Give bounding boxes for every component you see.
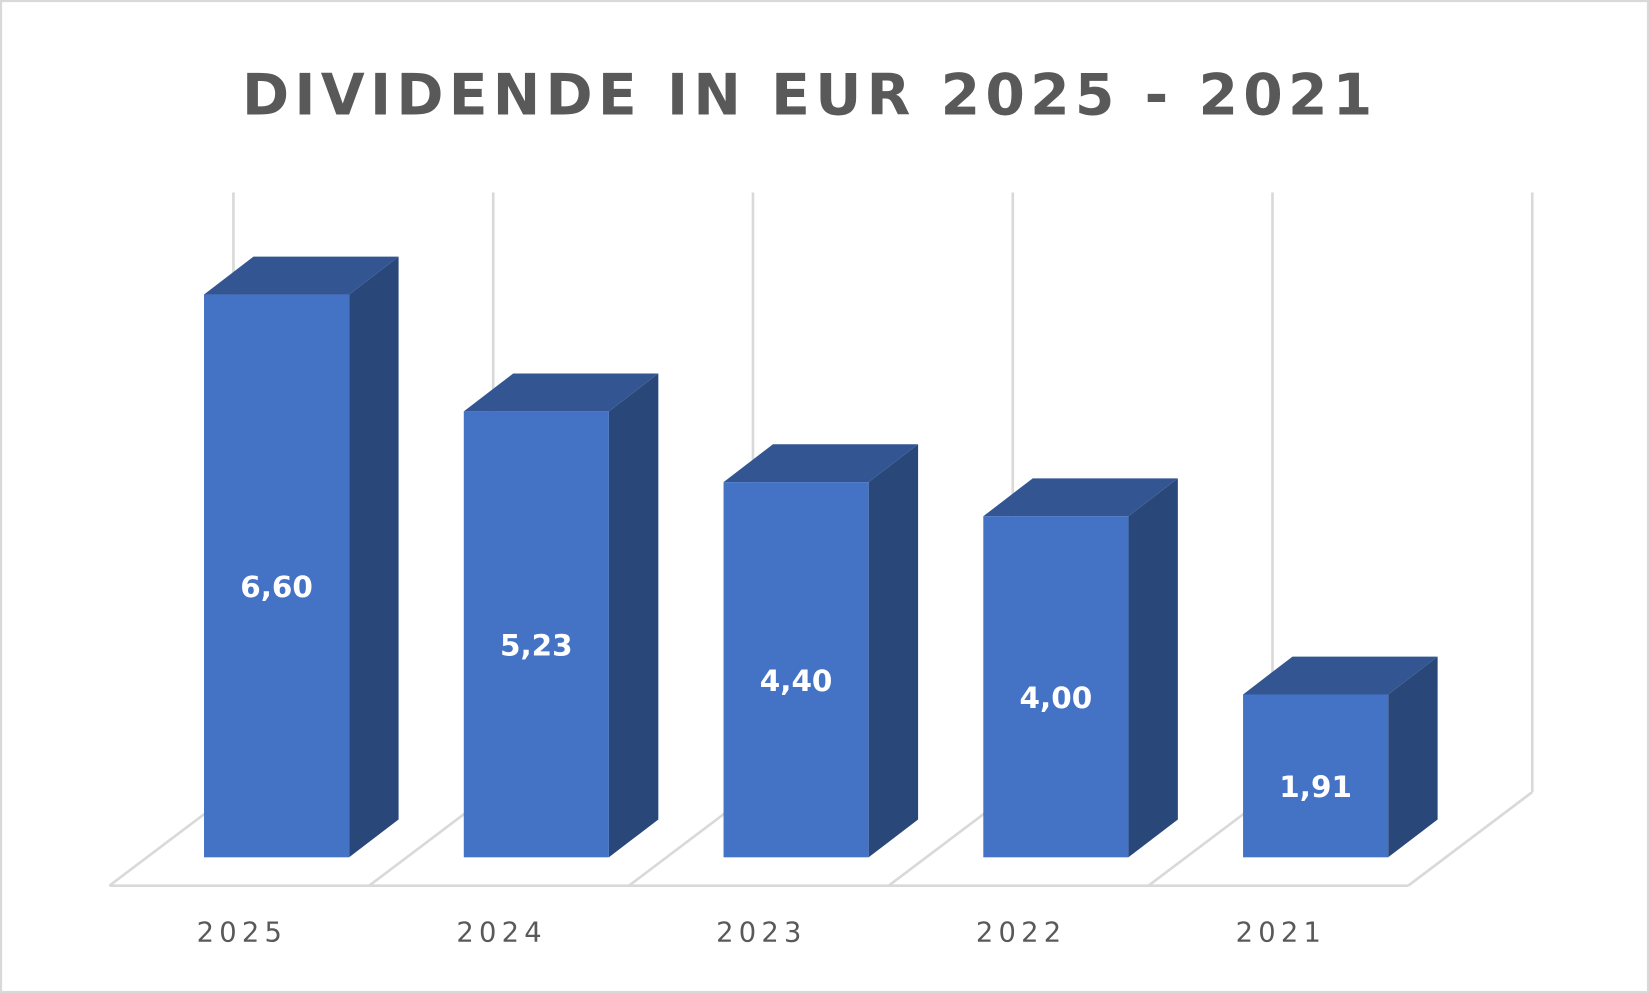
x-tick-label: 2021 xyxy=(1236,918,1327,949)
x-tick-label: 2023 xyxy=(716,918,807,949)
bar-side xyxy=(349,256,399,858)
bar-side xyxy=(608,373,659,858)
chart-title: DIVIDENDE IN EUR 2025 - 2021 xyxy=(242,63,1378,129)
data-label: 5,23 xyxy=(500,628,573,662)
bar xyxy=(463,411,609,858)
x-tick-label: 2025 xyxy=(197,918,288,949)
bar xyxy=(723,482,869,858)
data-label: 4,00 xyxy=(1020,681,1093,715)
data-label: 6,60 xyxy=(240,570,313,604)
x-tick-label: 2022 xyxy=(976,918,1067,949)
bar-top xyxy=(463,373,659,412)
bar xyxy=(204,294,350,858)
data-label: 4,40 xyxy=(760,664,833,698)
bar xyxy=(1243,694,1389,858)
bar-side xyxy=(1128,478,1178,858)
bar-top xyxy=(983,478,1178,517)
bar-top xyxy=(204,256,399,295)
bar-side xyxy=(868,444,919,858)
data-label: 1,91 xyxy=(1279,770,1352,804)
bar xyxy=(983,516,1129,858)
floor-line xyxy=(1407,791,1534,887)
bar-top xyxy=(723,444,919,483)
bar-side xyxy=(1388,656,1438,858)
bar-top xyxy=(1243,656,1438,695)
x-tick-label: 2024 xyxy=(456,918,547,949)
